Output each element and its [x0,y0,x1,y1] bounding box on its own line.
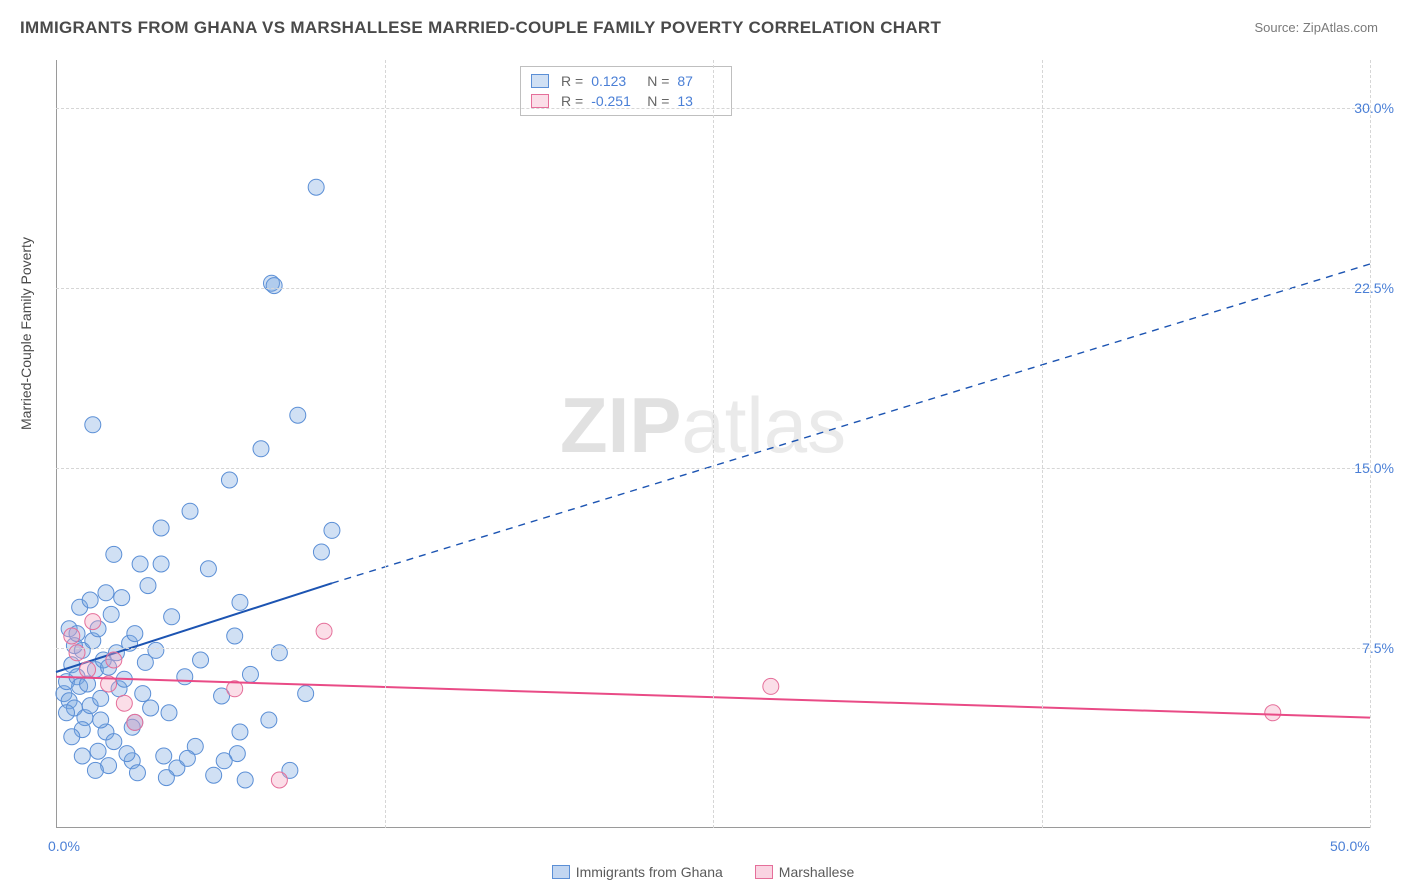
legend-item: Marshallese [755,864,854,880]
legend-swatch [755,865,773,879]
scatter-point [182,503,198,519]
scatter-point [135,686,151,702]
r-label: R = [561,93,583,109]
scatter-point [221,472,237,488]
scatter-point [227,628,243,644]
scatter-point [90,743,106,759]
scatter-point [153,520,169,536]
trend-line-extrapolated [332,264,1370,583]
scatter-point [59,705,75,721]
scatter-point [200,561,216,577]
scatter-point [290,407,306,423]
scatter-point [119,746,135,762]
y-tick-label: 7.5% [1362,640,1394,656]
scatter-point [232,594,248,610]
scatter-point [193,652,209,668]
scatter-point [143,700,159,716]
scatter-point [242,666,258,682]
scatter-point [103,606,119,622]
y-tick-label: 15.0% [1354,460,1394,476]
scatter-point [80,662,96,678]
gridline-v [1042,60,1043,828]
source-label: Source: ZipAtlas.com [1254,20,1378,35]
y-tick-label: 22.5% [1354,280,1394,296]
x-tick-label: 0.0% [48,838,80,854]
scatter-point [93,690,109,706]
scatter-point [85,614,101,630]
gridline-v [713,60,714,828]
scatter-point [64,628,80,644]
scatter-point [116,695,132,711]
n-label: N = [647,73,669,89]
scatter-point [313,544,329,560]
scatter-point [324,522,340,538]
scatter-point [158,770,174,786]
scatter-point [98,585,114,601]
scatter-point [177,669,193,685]
scatter-point [266,278,282,294]
gridline-v [385,60,386,828]
legend-item: Immigrants from Ghana [552,864,723,880]
scatter-point [271,772,287,788]
n-value: 13 [677,93,721,109]
scatter-point [106,734,122,750]
scatter-point [216,753,232,769]
scatter-point [316,623,332,639]
scatter-point [1265,705,1281,721]
scatter-point [164,609,180,625]
scatter-point [74,748,90,764]
y-tick-label: 30.0% [1354,100,1394,116]
chart-title: IMMIGRANTS FROM GHANA VS MARSHALLESE MAR… [20,18,941,38]
scatter-point [232,724,248,740]
gridline-v [1370,60,1371,828]
scatter-point [308,179,324,195]
scatter-point [161,705,177,721]
scatter-point [763,678,779,694]
scatter-point [261,712,277,728]
y-axis-label: Married-Couple Family Poverty [18,237,34,430]
legend-label: Immigrants from Ghana [576,864,723,880]
scatter-point [148,642,164,658]
bottom-legend: Immigrants from Ghana Marshallese [0,864,1406,882]
legend-label: Marshallese [779,864,854,880]
scatter-point [87,762,103,778]
scatter-point [206,767,222,783]
scatter-point [127,714,143,730]
scatter-point [93,712,109,728]
x-tick-label: 50.0% [1330,838,1370,854]
scatter-point [153,556,169,572]
scatter-point [237,772,253,788]
scatter-point [85,417,101,433]
scatter-point [132,556,148,572]
scatter-point [140,578,156,594]
scatter-point [64,729,80,745]
scatter-point [127,626,143,642]
stats-row: R = 0.123 N = 87 [521,71,731,91]
r-value: 0.123 [591,73,635,89]
scatter-point [114,590,130,606]
scatter-point [298,686,314,702]
scatter-point [253,441,269,457]
scatter-point [129,765,145,781]
scatter-point [106,652,122,668]
legend-swatch [531,94,549,108]
n-label: N = [647,93,669,109]
scatter-point [82,592,98,608]
legend-swatch [552,865,570,879]
r-label: R = [561,73,583,89]
legend-swatch [531,74,549,88]
r-value: -0.251 [591,93,635,109]
scatter-point [179,750,195,766]
scatter-point [106,546,122,562]
scatter-point [156,748,172,764]
n-value: 87 [677,73,721,89]
